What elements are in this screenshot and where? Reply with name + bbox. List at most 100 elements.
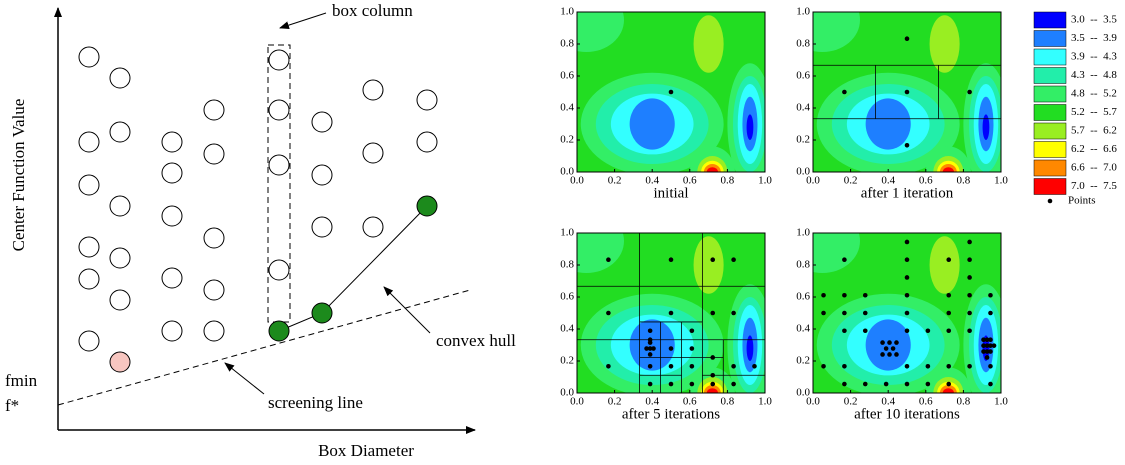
point: [644, 346, 649, 351]
x-tick-label: 0.0: [806, 396, 820, 408]
x-axis-label: Box Diameter: [318, 441, 414, 460]
x-tick-label: 0.6: [919, 396, 933, 408]
point: [842, 310, 847, 316]
legend-label: 3.5 -- 3.9: [1071, 32, 1117, 44]
box-circle: [362, 142, 384, 164]
arrow: [224, 362, 265, 395]
point: [710, 310, 716, 316]
point: [894, 352, 899, 357]
contour-band: [865, 319, 911, 371]
box-circle: [311, 111, 333, 133]
point: [887, 352, 892, 357]
point: [689, 328, 695, 334]
y-tick-label: 0.6: [560, 291, 574, 303]
y-tick-label: 1.0: [560, 6, 574, 18]
hull-circle: [416, 195, 438, 217]
contour-band: [693, 15, 724, 73]
point: [967, 363, 972, 369]
legend-label: 7.0 -- 7.5: [1071, 180, 1117, 192]
box-circle: [78, 330, 100, 352]
x-tick-label: 0.2: [608, 175, 622, 187]
y-tick-label: 0.6: [796, 70, 810, 82]
contour-band: [929, 236, 960, 294]
point: [904, 292, 910, 298]
x-tick-label: 0.8: [721, 175, 735, 187]
plot-caption: after 1 iteration: [861, 185, 954, 201]
hull-circle: [268, 320, 290, 342]
contour-band: [942, 388, 954, 393]
point: [946, 328, 952, 334]
x-tick-label: 0.6: [683, 396, 697, 408]
legend-label: 5.2 -- 5.7: [1071, 106, 1117, 118]
y-tick-label: 0.8: [560, 259, 574, 271]
x-tick-label: 0.2: [608, 396, 622, 408]
y-tick-label: 0.2: [560, 355, 574, 367]
point: [984, 337, 990, 343]
x-tick-label: 1.0: [758, 396, 772, 408]
box-circle: [161, 267, 183, 289]
point: [689, 346, 695, 351]
point: [647, 352, 653, 357]
box-circle: [161, 205, 183, 227]
point: [967, 89, 972, 95]
box-circle: [268, 99, 290, 121]
contour-plot: 0.0 0.2 0.4 0.6 0.8 1.0 0.0 0.2 0.4 0.6 0.8 1.0 afte…: [796, 227, 1008, 423]
legend-swatch: [1033, 30, 1067, 47]
y-tick-label: 0.4: [560, 102, 574, 114]
contour-band: [577, 12, 624, 52]
plot-frame: [576, 11, 766, 173]
x-tick-label: 0.8: [957, 396, 971, 408]
hull-circle: [311, 302, 333, 324]
point: [651, 346, 656, 351]
screening-line-label: screening line: [268, 393, 363, 412]
point: [821, 363, 826, 369]
point: [862, 381, 868, 387]
y-tick-label: 0.8: [796, 259, 810, 271]
box-circle: [311, 216, 333, 238]
y-tick-label: 0.4: [796, 323, 810, 335]
point: [668, 346, 674, 351]
y-tick-label: 0.2: [796, 134, 810, 146]
legend-label: Points: [1068, 195, 1096, 207]
contour-band: [693, 236, 724, 294]
fmin-label: fmin: [5, 371, 38, 390]
point: [904, 381, 910, 387]
point: [668, 381, 674, 387]
box-circle: [109, 67, 131, 89]
point: [647, 381, 653, 387]
point: [904, 328, 910, 334]
point: [842, 257, 847, 263]
legend: 3.0 -- 3.5 3.5 -- 3.9 3.9 -- 4.3 4.3 -- 4.8…: [1033, 11, 1117, 207]
diagram: box column convex hull screening line fm…: [5, 1, 516, 460]
y-tick-label: 0.2: [560, 134, 574, 146]
x-tick-label: 0.8: [957, 175, 971, 187]
point: [710, 257, 716, 263]
point: [668, 257, 674, 263]
point: [967, 310, 972, 316]
point: [946, 257, 952, 263]
box-circle: [268, 49, 290, 71]
box-circle: [161, 131, 183, 153]
plot-frame: [812, 232, 1002, 394]
point: [606, 257, 611, 263]
point: [967, 257, 972, 263]
y-tick-label: 0.8: [560, 38, 574, 50]
point: [984, 349, 990, 354]
box-circle: [78, 46, 100, 68]
box-circle: [109, 247, 131, 269]
point: [606, 310, 611, 316]
box-circle: [203, 143, 225, 165]
point: [842, 363, 847, 369]
arrow: [383, 286, 431, 334]
point: [862, 292, 868, 298]
box-circle: [311, 164, 333, 186]
point: [946, 292, 952, 298]
box-circle: [78, 236, 100, 258]
point: [988, 310, 993, 316]
point: [880, 340, 885, 345]
point: [946, 363, 952, 369]
x-tick-label: 0.6: [683, 175, 697, 187]
x-tick-label: 0.2: [844, 175, 858, 187]
contour-band: [706, 167, 718, 172]
point: [842, 89, 847, 95]
